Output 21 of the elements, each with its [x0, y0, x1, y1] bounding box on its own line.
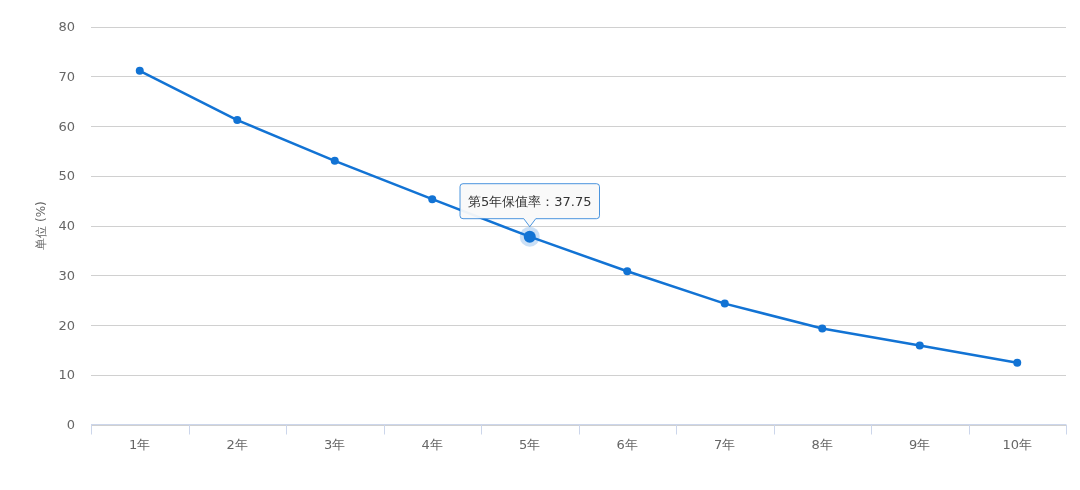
x-tick: 2年	[226, 436, 248, 452]
x-tick: 1年	[129, 436, 151, 452]
y-tick: 20	[58, 317, 75, 333]
x-tick: 9年	[909, 436, 931, 452]
x-tick: 7年	[714, 436, 736, 452]
y-tick: 40	[58, 218, 75, 233]
y-tick: 0	[66, 417, 75, 432]
y-tick: 80	[58, 19, 75, 34]
x-tick: 10年	[1002, 436, 1032, 452]
y-axis-title: 单位 (%)	[34, 201, 48, 250]
y-tick: 30	[58, 267, 75, 283]
x-tick: 8年	[811, 436, 833, 452]
y-tick: 70	[58, 68, 75, 84]
x-tick: 3年	[324, 436, 346, 452]
y-tick: 10	[58, 367, 75, 383]
y-tick: 50	[58, 168, 75, 184]
annotation: 第5年保值率：37.75	[468, 194, 592, 210]
x-tick: 4年	[421, 436, 443, 452]
x-tick: 6年	[616, 436, 638, 452]
x-tick: 5年	[519, 436, 541, 452]
y-tick: 60	[58, 118, 75, 134]
